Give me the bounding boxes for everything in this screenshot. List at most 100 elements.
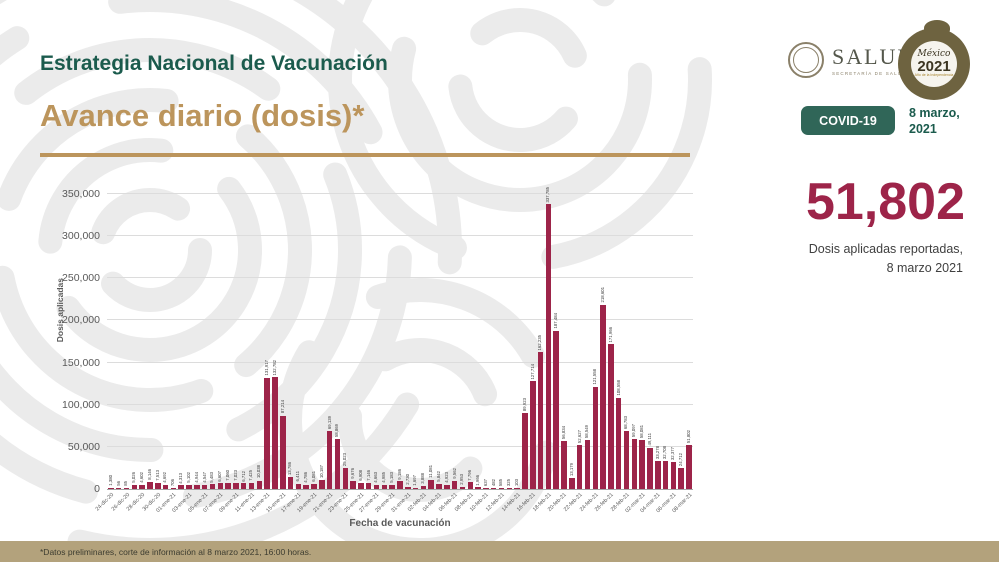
bar: [436, 484, 442, 489]
bar: [319, 480, 325, 489]
bar-value-label: 7,023: [232, 470, 238, 482]
bar-value-label: 482: [490, 479, 496, 487]
bar-value-label: 25,023: [342, 452, 348, 466]
bar-cell: 9,676: [349, 182, 357, 489]
bar-value-label: 585: [498, 479, 504, 487]
y-tick-label: 50,000: [67, 440, 100, 453]
bar-value-label: 325: [506, 479, 512, 487]
bar: [561, 441, 567, 489]
bar-cell: 6,908 25-ene-21: [343, 182, 365, 514]
bar: [498, 488, 505, 489]
bar: [287, 477, 294, 489]
bar: [600, 304, 606, 489]
kpi-caption: Dosis aplicadas reportadas, 8 marzo 2021: [809, 240, 963, 278]
salud-seal-icon: [788, 42, 824, 78]
salud-logo: SALUD SECRETARÍA DE SALUD: [788, 42, 915, 78]
bar: [350, 480, 356, 489]
bar: [240, 483, 247, 489]
bar: [670, 461, 677, 489]
bar: [201, 485, 208, 489]
y-tick-label: 100,000: [62, 398, 100, 411]
bar-value-label: 5,102: [185, 471, 191, 483]
bar-cell: 4,923: [443, 182, 451, 489]
bar: [139, 485, 145, 489]
bar: [155, 482, 161, 489]
gridline: [107, 235, 693, 237]
bar-cell: 32,708: [662, 182, 670, 489]
bar-value-label: 5,842: [435, 471, 441, 483]
bar: [389, 484, 395, 489]
bar-value-label: 58,081: [639, 424, 644, 439]
bar-value-label: 32,377: [670, 446, 676, 460]
bar-cell: 7,513 30-dic-20: [142, 182, 162, 513]
chart-plot: 0 50,000 100,000 150,000 200,000 250,000 300,0…: [62, 182, 693, 515]
bar: [358, 483, 364, 489]
bar-value-label: 58,549: [584, 424, 590, 438]
gridline: [107, 193, 693, 194]
bar-cell: 6,411 17-ene-21: [281, 182, 303, 514]
bar: [530, 381, 536, 489]
bar: [115, 488, 122, 489]
bar: [475, 487, 481, 489]
bar-value-label: 132,782: [271, 359, 277, 376]
y-tick-label: 150,000: [62, 356, 100, 369]
page-subtitle: Avance diario (dosis)*: [40, 98, 365, 133]
bar-cell: 1,380 24-dic-20: [95, 182, 115, 512]
bar-cell: 33,278 04-mar-21: [640, 182, 662, 514]
bar-cell: 482: [490, 182, 498, 489]
bar-value-label: 4,547: [201, 472, 207, 484]
bar-value-label: 103: [514, 479, 519, 487]
bar-value-label: 7,146: [365, 470, 371, 481]
bar-value-label: 6,712: [240, 470, 246, 482]
bar-cell: 706 01-ene-21: [156, 182, 178, 514]
y-axis-title: Dosis aplicadas: [55, 278, 65, 343]
bar-cell: 7,796 08-feb-21: [454, 182, 475, 513]
bar-cell: 5,483: [209, 182, 217, 489]
bar: [639, 440, 645, 489]
bar: [280, 415, 286, 489]
kpi-caption-line2: 8 marzo 2021: [886, 260, 963, 275]
serpent-ring-icon: México 2021 Año de la Independencia: [898, 28, 970, 100]
bar: [272, 377, 278, 489]
bar: [186, 484, 192, 489]
bar-value-label: 85: [123, 481, 129, 487]
bar: [209, 484, 216, 489]
bar-value-label: 5,483: [209, 471, 215, 483]
bar-cell: 637 10-feb-21: [469, 182, 490, 513]
bar-cell: 4,602 28-dic-20: [126, 182, 146, 512]
bar: [295, 483, 302, 489]
bar-cell: 6,712: [240, 182, 248, 489]
bar: [123, 488, 130, 489]
mexico-year: 2021: [917, 58, 951, 76]
bar-value-label: 4,663: [373, 472, 379, 484]
bar: [264, 377, 270, 489]
footer-note: *Datos preliminares, corte de informació…: [40, 546, 312, 557]
bar-value-label: 11,081: [428, 464, 434, 478]
bar-value-label: 4,786: [303, 472, 309, 483]
bar-cell: 32,377 06-mar-21: [655, 182, 677, 515]
bar-cell: 68,783 28-feb-21: [610, 182, 631, 513]
bar-value-label: 7,513: [154, 469, 160, 481]
bar: [311, 483, 317, 489]
bar: [147, 482, 153, 489]
bar: [248, 482, 255, 489]
bar-cell: 132,782: [271, 182, 279, 489]
bar-value-label: 2,730: [404, 473, 410, 485]
bar: [373, 485, 380, 489]
bar-value-label: 4,985: [381, 472, 387, 483]
mexico-2021-logo: México 2021 Año de la Independencia: [898, 20, 972, 104]
bar: [514, 488, 520, 489]
bar: [686, 445, 692, 489]
bar-cell: 171,966 26-feb-21: [594, 182, 615, 513]
bar-value-label: 13,786: [287, 462, 293, 476]
y-tick-label: 300,000: [62, 230, 100, 243]
bar-cell: 85 26-dic-20: [110, 182, 130, 512]
bar-cell: 585 12-feb-21: [485, 182, 506, 513]
bar: [451, 480, 458, 489]
bar-value-label: 33,278: [654, 445, 660, 459]
gridline: [107, 277, 693, 279]
gridline: [107, 445, 693, 447]
bar-value-label: 131,917: [264, 360, 269, 376]
page-title: Estrategia Nacional de Vacunación: [40, 52, 388, 75]
mexico-script: México: [917, 49, 951, 60]
